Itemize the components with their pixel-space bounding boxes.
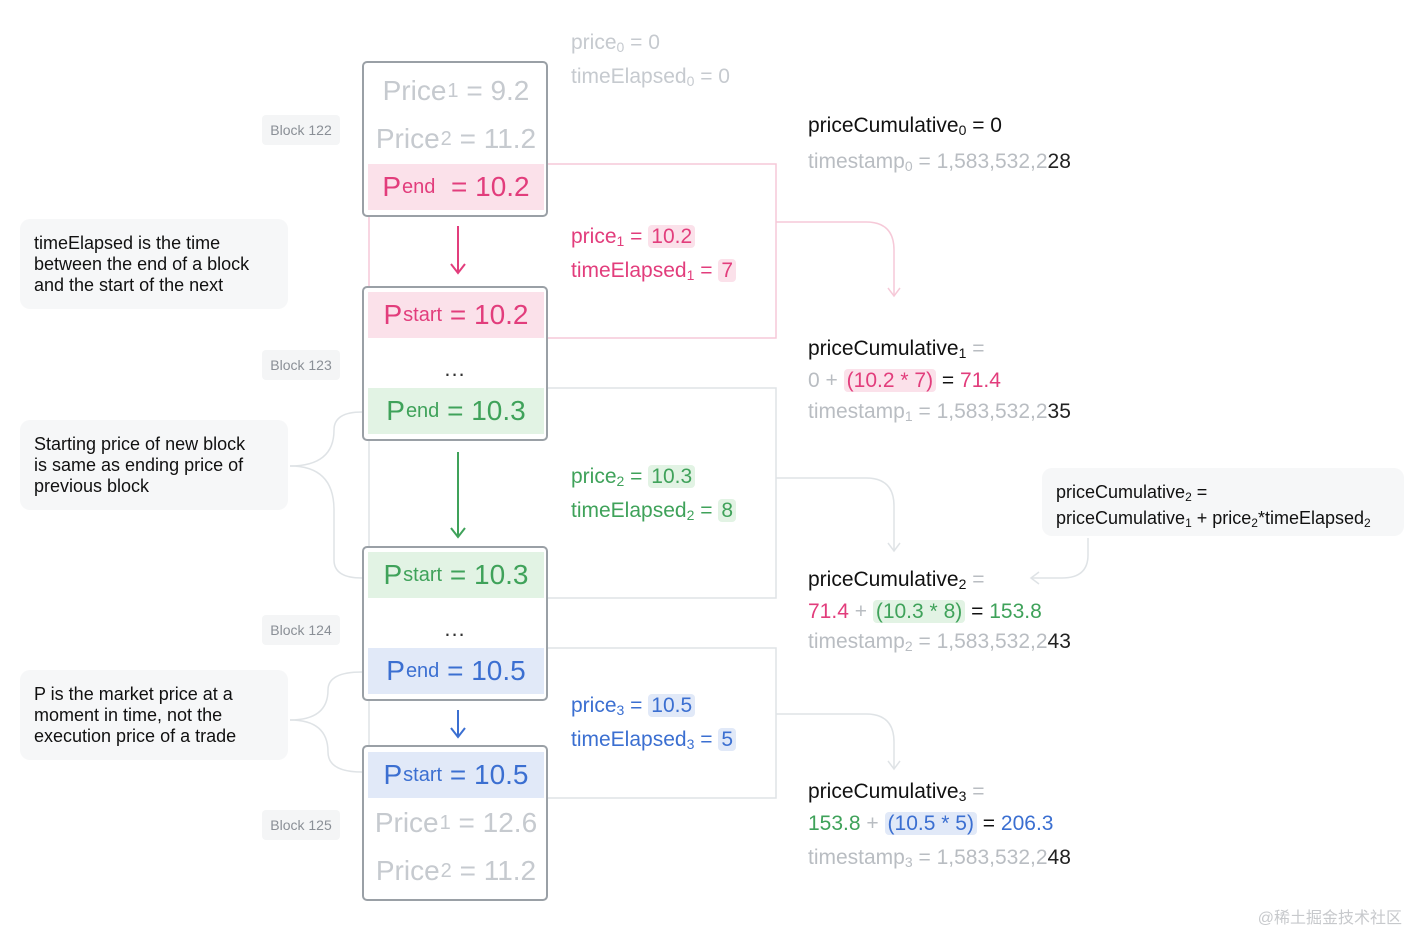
block-123-ellipsis: ... <box>444 356 466 381</box>
note-market-price: P is the market price at a moment in tim… <box>20 670 288 760</box>
block-122-label: Block 122 <box>262 115 340 145</box>
note-time-elapsed: timeElapsed is the time between the end … <box>20 219 288 309</box>
block-122-price2: Price 2 = 11.2 <box>375 123 537 154</box>
mid-step-2: price2 = 10.3 timeElapsed2 = 8 <box>571 462 736 530</box>
block-123-label: Block 123 <box>262 350 340 380</box>
timestamp-1: timestamp1 = 1,583,532,235 <box>808 400 1071 424</box>
price-cumulative-0: priceCumulative0 = 0 <box>808 114 1002 138</box>
note-line: P is the market price at a <box>34 684 233 704</box>
timestamp-0: timestamp0 = 1,583,532,228 <box>808 150 1071 174</box>
note-line: timeElapsed is the time <box>34 233 221 253</box>
block-124-box <box>362 546 548 701</box>
time-elapsed-1-value: 7 <box>718 259 736 282</box>
price-cumulative-2: priceCumulative2 = 71.4 + (10.3 * 8) = 1… <box>808 568 1042 623</box>
block-122-price1: Price 1 = 9.2 <box>382 75 530 106</box>
price-cumulative-3: priceCumulative3 = 153.8 + (10.5 * 5) = … <box>808 780 1054 835</box>
note-line: moment in time, not the <box>34 705 223 725</box>
note-line: Starting price of new block <box>34 434 246 454</box>
time-elapsed-2-value: 8 <box>718 499 736 522</box>
time-elapsed-3-value: 5 <box>718 728 736 751</box>
block-124-ellipsis: ... <box>444 616 466 641</box>
price-cumulative-1: priceCumulative1 = 0 + (10.2 * 7) = 71.4 <box>808 337 1001 392</box>
block-125-box <box>362 745 548 901</box>
block-124-label: Block 124 <box>262 615 340 645</box>
mid-step-1: price1 = 10.2 timeElapsed1 = 7 <box>571 222 736 290</box>
block-125-label: Block 125 <box>262 810 340 840</box>
price3-value: 10.5 <box>648 694 696 717</box>
block-123-box <box>362 286 548 441</box>
note-starting-price: Starting price of new block is same as e… <box>20 420 288 510</box>
note-line: between the end of a block <box>34 254 250 274</box>
note-line: and the start of the next <box>34 275 224 295</box>
block-125-price1: Price 1 = 12.6 <box>374 807 538 838</box>
mid-step-3: price3 = 10.5 timeElapsed3 = 5 <box>571 691 736 759</box>
price1-value: 10.2 <box>648 225 696 248</box>
watermark: @稀土掘金技术社区 <box>1257 910 1402 927</box>
formula-callout: priceCumulative2 = priceCumulative1 + pr… <box>1042 468 1404 536</box>
block-122-box <box>362 61 548 217</box>
timestamp-3: timestamp3 = 1,583,532,248 <box>808 846 1071 870</box>
block-125-price2: Price 2 = 11.2 <box>375 855 537 886</box>
price2-value: 10.3 <box>648 465 696 488</box>
note-line: previous block <box>34 476 150 496</box>
mid-initial: price0 = 0 timeElapsed0 = 0 <box>571 31 730 89</box>
note-line: execution price of a trade <box>34 726 237 746</box>
timestamp-2: timestamp2 = 1,583,532,243 <box>808 630 1071 654</box>
note-line: is same as ending price of <box>34 455 244 475</box>
